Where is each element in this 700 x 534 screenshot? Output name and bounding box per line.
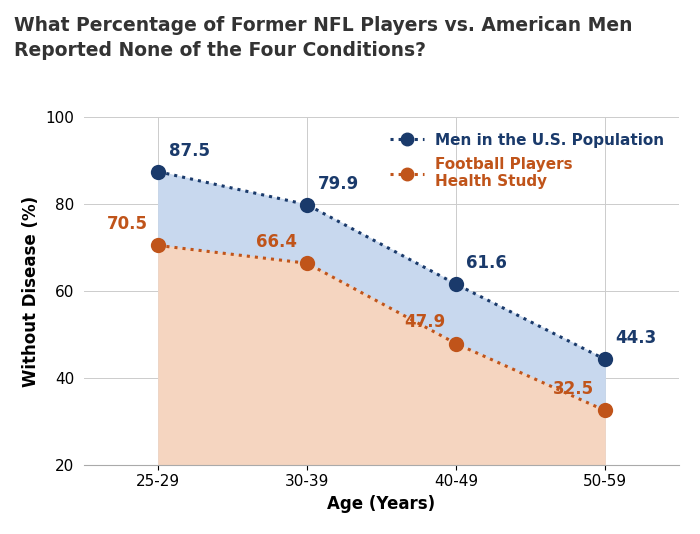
Text: 61.6: 61.6 xyxy=(466,254,508,272)
Text: 44.3: 44.3 xyxy=(615,329,657,347)
Text: 79.9: 79.9 xyxy=(318,175,359,193)
X-axis label: Age (Years): Age (Years) xyxy=(328,495,435,513)
Y-axis label: Without Disease (%): Without Disease (%) xyxy=(22,195,40,387)
Text: 66.4: 66.4 xyxy=(256,233,297,251)
Text: 70.5: 70.5 xyxy=(107,215,148,233)
Text: 87.5: 87.5 xyxy=(169,142,210,160)
Text: What Percentage of Former NFL Players vs. American Men
Reported None of the Four: What Percentage of Former NFL Players vs… xyxy=(14,16,633,60)
Legend: Men in the U.S. Population, Football Players
Health Study: Men in the U.S. Population, Football Pla… xyxy=(383,125,671,197)
Text: 32.5: 32.5 xyxy=(553,380,594,398)
Text: 47.9: 47.9 xyxy=(404,313,445,332)
